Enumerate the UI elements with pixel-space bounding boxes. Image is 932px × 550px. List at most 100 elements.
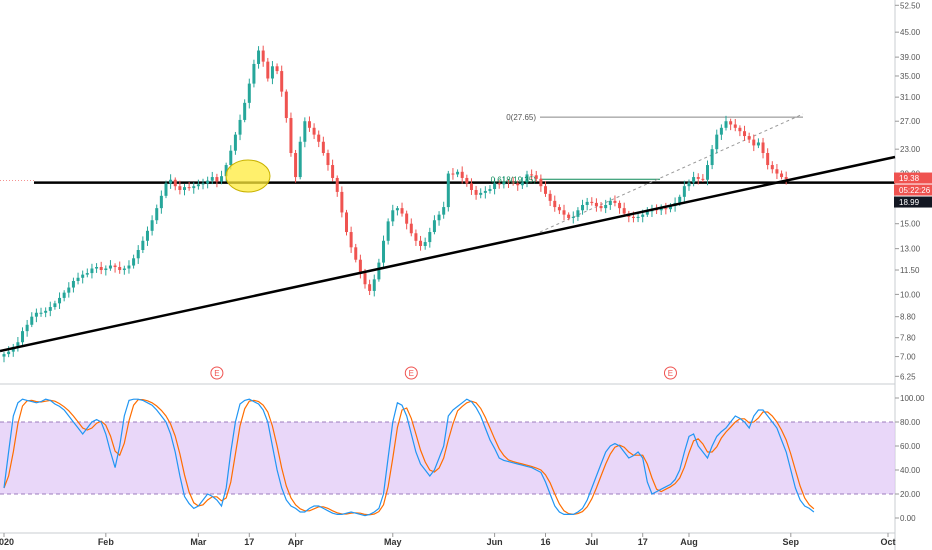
candle-body [506, 181, 510, 183]
candle-body [303, 121, 307, 142]
countdown-tag: 05:22:26 [894, 184, 932, 196]
candle-body [247, 83, 251, 103]
stoch-tick-label: 100.00 [900, 394, 925, 403]
candle-body [733, 124, 737, 128]
candle-body [391, 210, 395, 222]
earnings-marker [404, 366, 418, 380]
candle-body [761, 142, 765, 154]
candle-body [678, 196, 682, 203]
candle-body [196, 184, 200, 187]
candle-body [576, 210, 580, 217]
price-tick-label: 8.80 [900, 313, 916, 322]
price-tick-label: 6.25 [900, 372, 916, 381]
candle-body [270, 66, 274, 79]
candle-body [201, 183, 205, 185]
candle-body [483, 190, 487, 193]
candle-body [770, 165, 774, 170]
candle-body [363, 273, 367, 285]
candle-body [326, 153, 330, 166]
earnings-marker-label: E [668, 369, 673, 378]
level-value: 18.99 [899, 198, 920, 207]
candle-body [224, 165, 228, 177]
candle-body [298, 141, 302, 178]
candle-body [664, 208, 668, 210]
time-tick-label: 2020 [0, 537, 14, 547]
stochastic-k-line [3, 398, 815, 517]
candle-body [511, 182, 515, 184]
candle-body [108, 265, 112, 269]
candle-body [58, 297, 62, 304]
candle-body [90, 268, 94, 274]
candle-body [372, 279, 376, 291]
candle-body [178, 186, 182, 190]
candle-body [238, 119, 242, 135]
price-tick-label: 7.00 [900, 353, 916, 362]
candle-body [423, 242, 427, 246]
candle-body [252, 63, 256, 84]
time-tick-label: 17 [244, 537, 254, 547]
candle-body [233, 134, 237, 151]
price-tick-label: 23.00 [900, 145, 921, 154]
candle-body [377, 262, 381, 280]
candle-body [446, 173, 450, 208]
candle-body [284, 91, 288, 119]
candle-body [668, 206, 672, 210]
candle-body [81, 274, 85, 278]
candle-body [613, 200, 617, 203]
candle-body [335, 177, 339, 192]
candle-body [590, 201, 594, 203]
stoch-tick-label: 60.00 [900, 442, 921, 451]
candle-body [395, 208, 399, 211]
candle-body [432, 220, 436, 233]
time-tick-label: May [384, 537, 402, 547]
price-tick-label: 45.00 [900, 28, 921, 37]
candle-body [567, 214, 571, 218]
stochastic-band [0, 421, 895, 495]
candle-body [456, 171, 460, 175]
price-tick-label: 27.00 [900, 117, 921, 126]
earnings-marker [663, 366, 677, 380]
countdown-value: 05:22:26 [899, 186, 931, 195]
drawings [0, 113, 895, 233]
candle-body [159, 195, 163, 209]
candle-body [294, 153, 298, 178]
earnings-marker-label: E [409, 369, 414, 378]
candle-body [636, 216, 640, 218]
fib-618-label: 0.618(19.35) [491, 175, 537, 184]
candle-body [544, 186, 548, 194]
price-tick-label: 39.00 [900, 53, 921, 62]
candle-body [493, 183, 497, 190]
candle-body [756, 142, 760, 146]
candle-body [747, 136, 751, 140]
candle-body [641, 214, 645, 217]
candle-body [474, 189, 478, 195]
candle-body [340, 191, 344, 213]
price-tick-label: 10.00 [900, 290, 921, 299]
candle-body [618, 202, 622, 209]
candle-body [206, 180, 210, 184]
candle-body [344, 212, 348, 233]
candle-body [150, 220, 154, 231]
candle-body [141, 240, 145, 250]
candle-body [312, 127, 316, 135]
candle-body [382, 240, 386, 263]
price-tick-label: 11.50 [900, 266, 920, 275]
candle-body [645, 211, 649, 215]
candle-body [25, 324, 29, 332]
candle-body [502, 181, 506, 185]
candle-body [30, 316, 34, 325]
candle-body [553, 200, 557, 208]
candle-body [729, 121, 733, 125]
stochastic-lines [3, 398, 815, 517]
price-tick-label: 52.50 [900, 1, 921, 10]
candle-body [275, 66, 279, 72]
candle-body [724, 121, 728, 128]
candle-body [53, 303, 57, 308]
candle-body [187, 187, 191, 189]
candle-body [705, 165, 709, 180]
candle-body [465, 177, 469, 184]
candle-body [145, 230, 149, 241]
price-tick-label: 7.80 [900, 334, 916, 343]
time-tick-label: 17 [638, 537, 648, 547]
